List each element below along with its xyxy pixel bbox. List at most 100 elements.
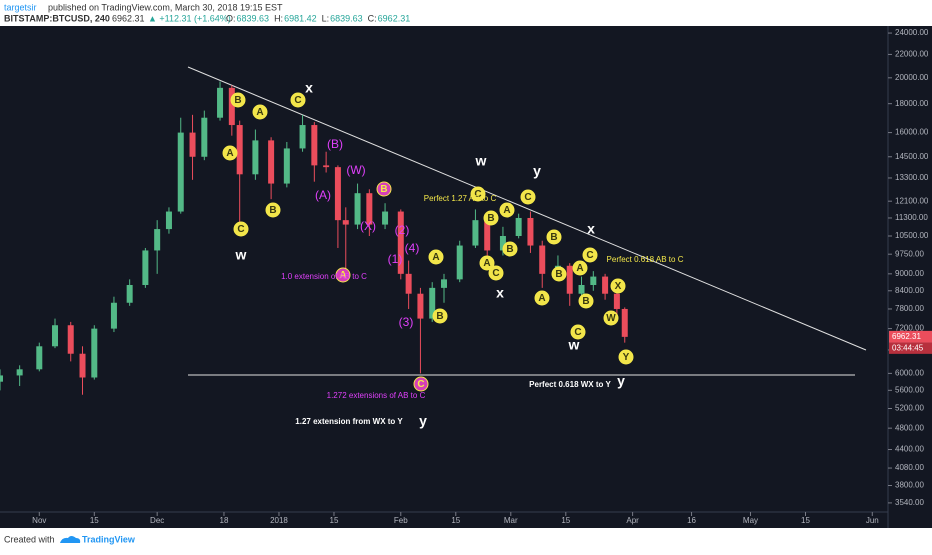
candle-body: [527, 217, 534, 246]
y-tick-label: 5600.00: [895, 385, 924, 394]
candle-body: [456, 245, 463, 280]
candle-body: [566, 265, 573, 294]
x-tick-label: Dec: [150, 516, 164, 525]
y-tick-label: 16000.00: [895, 128, 929, 137]
wave-label: X: [615, 281, 622, 292]
candle-body: [405, 273, 412, 294]
candle-body: [142, 250, 149, 286]
wave-circle: [483, 210, 499, 226]
candle-body: [79, 353, 86, 378]
wave-circle: [252, 104, 268, 120]
wave-label: B: [487, 213, 494, 224]
countdown-bg: [889, 342, 932, 354]
candle-body: [515, 217, 522, 236]
wave-label: C: [417, 379, 424, 390]
wave-circle: [499, 202, 515, 218]
candle-body: [236, 125, 243, 175]
x-tick-label: Jun: [866, 516, 879, 525]
candle-body: [252, 140, 259, 175]
wave-label: A: [226, 148, 233, 159]
wave-label: W: [606, 313, 616, 324]
wave-label: C: [474, 189, 481, 200]
wave-circle: [572, 260, 588, 276]
candle-body: [417, 293, 424, 319]
candle-body: [36, 346, 43, 370]
wave-label: B: [582, 296, 589, 307]
symbol: BITSTAMP:BTCUSD, 240: [4, 13, 110, 23]
brand[interactable]: TradingView: [82, 534, 136, 544]
candle-body: [91, 328, 98, 378]
wave-circle: [222, 145, 238, 161]
candle-body: [613, 293, 620, 309]
candle-body: [366, 193, 373, 225]
footer-bg: [0, 528, 932, 550]
y-tick-label: 3540.00: [895, 498, 924, 507]
wave-circle: [233, 221, 249, 237]
wave-circle: [290, 92, 306, 108]
wave-circle: [582, 247, 598, 263]
x-tick-label: 15: [90, 516, 99, 525]
published: published on TradingView.com, March 30, …: [48, 2, 283, 12]
x-tick-label: 15: [451, 516, 460, 525]
annotation: 1.272 extensions of AB to C: [327, 391, 426, 400]
wave-circle: [603, 310, 619, 326]
candle-body: [52, 325, 59, 347]
wave-circle: [570, 324, 586, 340]
wave-label: C: [524, 192, 531, 203]
ohlc-value: 6839.63: [237, 13, 270, 23]
y-tick-label: 9750.00: [895, 249, 924, 258]
wave-label: C: [574, 327, 581, 338]
x-tick-label: Apr: [626, 516, 639, 525]
candle-body: [602, 276, 609, 294]
trendline: [187, 66, 867, 351]
y-tick-label: 4800.00: [895, 423, 924, 432]
y-tick-label: 3800.00: [895, 481, 924, 490]
wave-circle: [413, 376, 429, 392]
wave-circle: [230, 92, 246, 108]
candle-body: [165, 211, 172, 230]
ohlc-label: O:: [226, 13, 236, 23]
wave-circle: [610, 278, 626, 294]
x-tick-label: 15: [561, 516, 570, 525]
wave-circle: [428, 249, 444, 265]
annotation: (3): [399, 315, 414, 329]
header-bg: [0, 0, 932, 26]
wave-circle: [479, 255, 495, 271]
candle-body: [0, 375, 3, 382]
annotation: Perfect 0.618 AB to C: [607, 255, 684, 264]
candle-body: [177, 132, 184, 212]
candle-body: [323, 165, 330, 168]
chart-bg: [0, 26, 932, 528]
wave-circle: [376, 181, 392, 197]
annotation: (2): [395, 223, 410, 237]
candle-body: [16, 369, 23, 376]
ohlc-value: 6962.31: [378, 13, 411, 23]
wave-circle: [578, 293, 594, 309]
x-tick-label: 15: [330, 516, 339, 525]
change: ▲ +112.31 (+1.64%): [148, 13, 231, 23]
candle-body: [382, 211, 389, 225]
candle-body: [342, 220, 349, 225]
wave-label: Y: [623, 352, 630, 363]
wave-label: B: [555, 269, 562, 280]
wave-circle: [520, 189, 536, 205]
y-tick-label: 7800.00: [895, 304, 924, 313]
wave-label: B: [550, 232, 557, 243]
price-tag: [889, 330, 932, 343]
wave-circle: [470, 186, 486, 202]
wave-label: B: [436, 311, 443, 322]
y-tick-label: 10500.00: [895, 231, 929, 240]
annotation: y: [533, 163, 541, 179]
wave-circle: [432, 308, 448, 324]
candle-body: [397, 211, 404, 274]
wave-label: A: [576, 263, 583, 274]
annotation: x: [305, 80, 313, 96]
annotation: (B): [327, 137, 343, 151]
annotation: y: [617, 373, 625, 389]
last-price: 6962.31: [112, 13, 145, 23]
candle-body: [201, 117, 208, 157]
footer-text: Created with: [4, 534, 55, 544]
candle-body: [67, 325, 74, 354]
annotation: 1.0 extension of AB to C: [281, 272, 367, 281]
wave-circle: [618, 349, 634, 365]
